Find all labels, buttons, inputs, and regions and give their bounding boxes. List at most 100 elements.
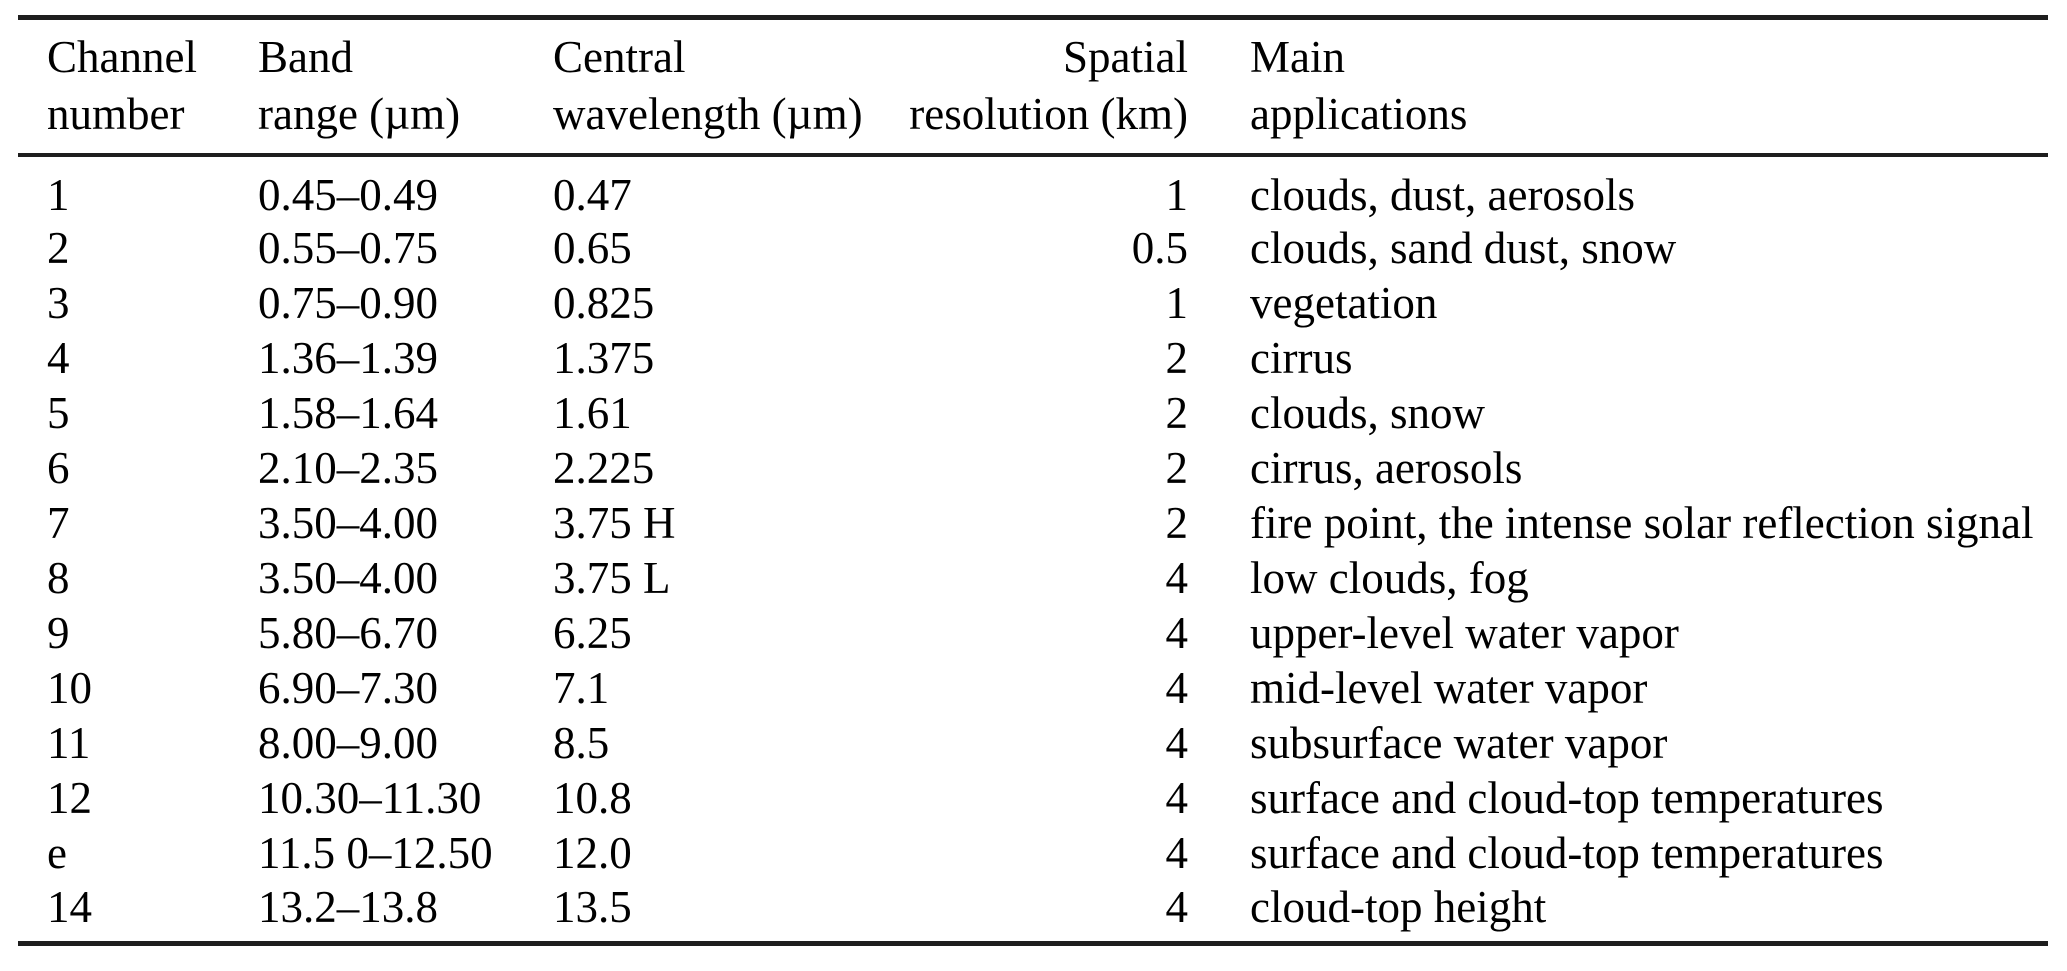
header-label-line: Band [258, 32, 353, 83]
header-band-range: Band range (µm) [258, 17, 553, 157]
header-label-line: resolution (km) [909, 89, 1188, 140]
cell-band-range: 1.58–1.64 [258, 388, 438, 438]
cell-channel-number: 5 [47, 388, 70, 438]
table-row: 14 13.2–13.8 13.5 4 cloud-top height [18, 881, 2048, 944]
cell-channel-number: 14 [47, 881, 92, 932]
table-row: 1 0.45–0.49 0.47 1 clouds, dust, aerosols [18, 155, 2048, 221]
cell-main-applications: vegetation [1250, 278, 1438, 328]
cell-channel-number: 9 [47, 608, 70, 658]
cell-channel-number: 10 [47, 663, 92, 713]
cell-main-applications: cirrus, aerosols [1250, 443, 1523, 493]
cell-band-range: 3.50–4.00 [258, 498, 438, 548]
table-row: 7 3.50–4.00 3.75 H 2 fire point, the intense… [18, 496, 2048, 551]
cell-channel-number: 12 [47, 773, 92, 823]
cell-central-wavelength: 3.75 L [553, 553, 671, 603]
cell-main-applications: cloud-top height [1250, 881, 1547, 932]
cell-band-range: 3.50–4.00 [258, 553, 438, 603]
cell-spatial-resolution: 4 [1165, 828, 1189, 878]
cell-central-wavelength: 0.825 [553, 278, 655, 328]
cell-main-applications: subsurface water vapor [1250, 718, 1668, 768]
cell-spatial-resolution: 4 [1165, 553, 1189, 603]
cell-channel-number: 7 [47, 498, 70, 548]
channel-specifications-table: Channel number Band range (µm) Central w… [18, 15, 2048, 946]
cell-band-range: 8.00–9.00 [258, 718, 438, 768]
table-row: 3 0.75–0.90 0.825 1 vegetation [18, 276, 2048, 331]
cell-spatial-resolution: 2 [1165, 443, 1189, 493]
cell-band-range: 5.80–6.70 [258, 608, 438, 658]
cell-channel-number: e [47, 828, 67, 878]
cell-band-range: 2.10–2.35 [258, 443, 438, 493]
cell-main-applications: clouds, dust, aerosols [1250, 169, 1635, 220]
header-label-line: range (µm) [258, 89, 461, 140]
table-row: 9 5.80–6.70 6.25 4 upper-level water vapor [18, 606, 2048, 661]
header-label-line: Channel [47, 32, 197, 83]
cell-spatial-resolution: 4 [1165, 663, 1189, 713]
cell-band-range: 10.30–11.30 [258, 773, 482, 823]
cell-spatial-resolution: 1 [1165, 169, 1189, 220]
cell-central-wavelength: 12.0 [553, 828, 632, 878]
table-row: 5 1.58–1.64 1.61 2 clouds, snow [18, 386, 2048, 441]
header-label-line: Spatial [1063, 32, 1188, 83]
cell-channel-number: 2 [47, 223, 70, 273]
cell-spatial-resolution: 0.5 [1131, 223, 1188, 273]
cell-spatial-resolution: 4 [1165, 773, 1189, 823]
table-row: e 11.5 0–12.50 12.0 4 surface and cloud-top … [18, 826, 2048, 881]
cell-channel-number: 11 [47, 718, 91, 768]
cell-main-applications: fire point, the intense solar reflection… [1250, 498, 2034, 548]
cell-band-range: 1.36–1.39 [258, 333, 438, 383]
table-row: 4 1.36–1.39 1.375 2 cirrus [18, 331, 2048, 386]
cell-band-range: 0.75–0.90 [258, 278, 438, 328]
table-row: 8 3.50–4.00 3.75 L 4 low clouds, fog [18, 551, 2048, 606]
cell-spatial-resolution: 2 [1165, 333, 1189, 383]
cell-spatial-resolution: 1 [1165, 278, 1189, 328]
header-label-line: Central [553, 32, 686, 83]
header-channel-number: Channel number [18, 17, 258, 157]
table-row: 6 2.10–2.35 2.225 2 cirrus, aerosols [18, 441, 2048, 496]
cell-main-applications: clouds, sand dust, snow [1250, 223, 1677, 273]
cell-main-applications: surface and cloud-top temperatures [1250, 828, 1884, 878]
header-label-line: number [47, 89, 185, 140]
cell-central-wavelength: 6.25 [553, 608, 632, 658]
table-row: 12 10.30–11.30 10.8 4 surface and cloud-top … [18, 771, 2048, 826]
table-body: 1 0.45–0.49 0.47 1 clouds, dust, aerosols 2 0.… [18, 155, 2048, 944]
header-label-line: wavelength (µm) [553, 89, 863, 140]
cell-channel-number: 1 [47, 169, 70, 220]
cell-spatial-resolution: 4 [1165, 881, 1189, 932]
table-row: 10 6.90–7.30 7.1 4 mid-level water vapor [18, 661, 2048, 716]
cell-spatial-resolution: 2 [1165, 498, 1189, 548]
cell-band-range: 0.45–0.49 [258, 169, 438, 220]
cell-central-wavelength: 8.5 [553, 718, 610, 768]
table-row: 2 0.55–0.75 0.65 0.5 clouds, sand dust, snow [18, 221, 2048, 276]
header-row: Channel number Band range (µm) Central w… [18, 17, 2048, 157]
cell-central-wavelength: 7.1 [553, 663, 610, 713]
header-central-wavelength: Central wavelength (µm) [553, 17, 883, 157]
cell-main-applications: low clouds, fog [1250, 553, 1529, 603]
cell-central-wavelength: 3.75 H [553, 498, 676, 548]
header-label-line: Main [1250, 32, 1345, 83]
cell-spatial-resolution: 4 [1165, 608, 1189, 658]
cell-band-range: 13.2–13.8 [258, 881, 438, 932]
cell-band-range: 6.90–7.30 [258, 663, 438, 713]
header-label-line: applications [1250, 89, 1468, 140]
cell-channel-number: 3 [47, 278, 70, 328]
cell-channel-number: 8 [47, 553, 70, 603]
cell-central-wavelength: 0.47 [553, 169, 632, 220]
table-header: Channel number Band range (µm) Central w… [18, 17, 2048, 157]
cell-central-wavelength: 0.65 [553, 223, 632, 273]
cell-central-wavelength: 2.225 [553, 443, 655, 493]
cell-band-range: 11.5 0–12.50 [258, 828, 493, 878]
cell-central-wavelength: 1.375 [553, 333, 655, 383]
cell-main-applications: clouds, snow [1250, 388, 1485, 438]
cell-band-range: 0.55–0.75 [258, 223, 438, 273]
cell-main-applications: surface and cloud-top temperatures [1250, 773, 1884, 823]
cell-spatial-resolution: 2 [1165, 388, 1189, 438]
cell-central-wavelength: 10.8 [553, 773, 632, 823]
cell-main-applications: cirrus [1250, 333, 1353, 383]
cell-spatial-resolution: 4 [1165, 718, 1189, 768]
cell-channel-number: 6 [47, 443, 70, 493]
header-spatial-resolution: Spatial resolution (km) [883, 17, 1188, 157]
header-main-applications: Main applications [1188, 17, 2048, 157]
cell-central-wavelength: 1.61 [553, 388, 632, 438]
table-row: 11 8.00–9.00 8.5 4 subsurface water vapor [18, 716, 2048, 771]
